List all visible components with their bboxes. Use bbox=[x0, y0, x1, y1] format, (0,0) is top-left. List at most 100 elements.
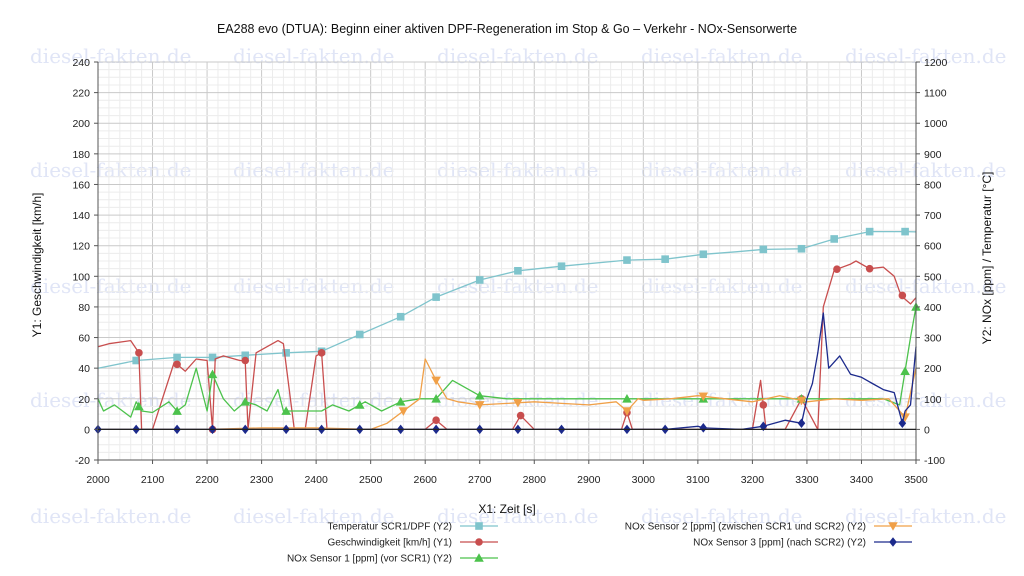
series-marker bbox=[432, 416, 440, 425]
y-left-tick-label: 160 bbox=[72, 179, 90, 191]
series-3 bbox=[97, 302, 921, 418]
series-marker bbox=[172, 406, 182, 415]
series-marker bbox=[208, 353, 217, 362]
y-left-tick-label: 140 bbox=[72, 210, 90, 222]
x-tick-label: 3200 bbox=[741, 474, 765, 486]
series-marker bbox=[796, 396, 807, 406]
legend: Temperatur SCR1/DPF (Y2) Geschwindigkeit … bbox=[287, 522, 912, 565]
legend-label: NOx Sensor 2 [ppm] (zwischen SCR1 und SC… bbox=[625, 522, 866, 533]
series-marker bbox=[241, 356, 250, 365]
series-marker bbox=[898, 291, 907, 300]
y-left-tick-label: 200 bbox=[72, 118, 90, 130]
x-tick-label: 2800 bbox=[523, 474, 547, 486]
watermark-layer: diesel-fakten.de diesel-fakten.de diesel-f… bbox=[30, 44, 1006, 528]
series-marker bbox=[173, 353, 181, 362]
y-left-tick-label: 80 bbox=[78, 302, 90, 314]
series-marker bbox=[240, 397, 251, 406]
watermark-text: diesel-fakten.de bbox=[437, 504, 598, 528]
legend-label: Temperatur SCR1/DPF (Y2) bbox=[328, 522, 452, 533]
watermark-text: diesel-fakten.de bbox=[30, 44, 191, 68]
watermark-text: diesel-fakten.de bbox=[233, 388, 394, 412]
series-marker bbox=[901, 227, 909, 236]
legend-marker bbox=[474, 553, 484, 562]
series-marker bbox=[830, 235, 838, 243]
y-left-tick-label: 60 bbox=[78, 333, 90, 345]
x-tick-label: 2200 bbox=[195, 474, 219, 486]
series-line bbox=[97, 230, 917, 369]
series-marker bbox=[241, 351, 250, 360]
y-left-tick-label: 40 bbox=[78, 363, 90, 375]
x-tick-label: 2600 bbox=[414, 474, 438, 486]
y-right-tick-label: 300 bbox=[924, 333, 942, 345]
x-tick-label: 3500 bbox=[904, 474, 928, 486]
y-right-tick-label: 0 bbox=[924, 424, 930, 436]
y-left-tick-label: 180 bbox=[72, 149, 90, 161]
series-marker bbox=[797, 244, 806, 253]
series-marker bbox=[281, 406, 291, 415]
watermark-text: diesel-fakten.de bbox=[641, 504, 802, 528]
y-right-tick-label: 400 bbox=[924, 302, 942, 314]
series-marker bbox=[354, 400, 365, 409]
y-right-tick-label: 500 bbox=[924, 271, 942, 283]
y-left-tick-label: 220 bbox=[72, 88, 90, 100]
y-right-tick-label: 900 bbox=[924, 149, 942, 161]
series-layer bbox=[94, 227, 921, 435]
series-marker bbox=[398, 407, 409, 416]
x-tick-label: 2400 bbox=[304, 474, 328, 486]
series-marker bbox=[207, 369, 218, 379]
legend-item: NOx Sensor 1 [ppm] (vor SCR1) (Y2) bbox=[287, 553, 498, 565]
x-axis-label: X1: Zeit [s] bbox=[478, 502, 535, 516]
legend-item: Geschwindigkeit [km/h] (Y1) bbox=[328, 538, 498, 549]
y-right-tick-label: 100 bbox=[924, 394, 942, 406]
y-right-tick-label: 800 bbox=[924, 179, 942, 191]
series-marker bbox=[898, 418, 907, 429]
legend-marker bbox=[475, 538, 483, 546]
series-marker bbox=[699, 250, 708, 259]
x-tick-label: 2100 bbox=[141, 474, 165, 486]
y-right-tick-label: 1000 bbox=[924, 118, 948, 130]
series-1 bbox=[97, 227, 917, 369]
watermark-text: diesel-fakten.de bbox=[233, 44, 394, 68]
legend-item: NOx Sensor 3 [ppm] (nach SCR2) (Y2) bbox=[693, 537, 912, 549]
series-marker bbox=[699, 423, 708, 433]
series-marker bbox=[900, 413, 910, 422]
y-right-tick-label: 1200 bbox=[924, 57, 948, 69]
series-marker bbox=[865, 227, 874, 236]
y-right-tick-label: 600 bbox=[924, 241, 942, 253]
watermark-text: diesel-fakten.de bbox=[641, 274, 802, 298]
y-right-tick-label: 700 bbox=[924, 210, 942, 222]
series-marker bbox=[474, 401, 485, 410]
series-marker bbox=[900, 366, 910, 376]
series-marker bbox=[865, 264, 874, 273]
legend-marker bbox=[475, 522, 483, 530]
legend-label: NOx Sensor 3 [ppm] (nach SCR2) (Y2) bbox=[693, 538, 866, 549]
series-line bbox=[97, 306, 917, 418]
series-marker bbox=[282, 349, 290, 357]
y-left-tick-label: 20 bbox=[78, 394, 90, 406]
watermark-text: diesel-fakten.de bbox=[233, 504, 394, 528]
series-marker bbox=[797, 418, 806, 429]
series-marker bbox=[173, 360, 181, 369]
series-marker bbox=[698, 392, 709, 402]
series-marker bbox=[661, 255, 669, 263]
series-marker bbox=[623, 256, 631, 264]
grid bbox=[97, 61, 917, 461]
series-marker bbox=[355, 330, 364, 339]
y-left-tick-label: 240 bbox=[72, 57, 90, 69]
series-marker bbox=[317, 349, 326, 357]
series-marker bbox=[132, 356, 140, 365]
y-right-tick-label: -100 bbox=[924, 455, 945, 467]
y-axis-left-label: Y1: Geschwindigkeit [km/h] bbox=[30, 193, 44, 338]
legend-item: Temperatur SCR1/DPF (Y2) bbox=[328, 522, 498, 533]
x-tick-label: 2500 bbox=[359, 474, 383, 486]
series-marker bbox=[513, 398, 523, 408]
series-4 bbox=[98, 358, 917, 431]
x-tick-label: 3100 bbox=[686, 474, 710, 486]
y-left-tick-label: 100 bbox=[72, 271, 90, 283]
series-marker bbox=[622, 393, 632, 403]
series-marker bbox=[135, 349, 143, 357]
series-marker bbox=[516, 411, 525, 420]
legend-label: Geschwindigkeit [km/h] (Y1) bbox=[328, 538, 453, 549]
legend-label: NOx Sensor 1 [ppm] (vor SCR1) (Y2) bbox=[287, 554, 452, 565]
